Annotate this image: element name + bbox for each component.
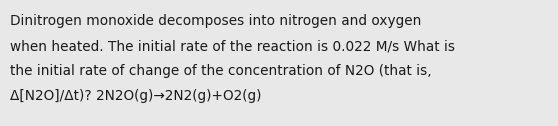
Text: when heated. The initial rate of the reaction is 0.022 M/s What is: when heated. The initial rate of the rea… bbox=[10, 39, 455, 53]
Text: Dinitrogen monoxide decomposes into nitrogen and oxygen: Dinitrogen monoxide decomposes into nitr… bbox=[10, 14, 421, 28]
Text: Δ[N2O]/Δt)? 2N2O(g)→2N2(g)+O2(g): Δ[N2O]/Δt)? 2N2O(g)→2N2(g)+O2(g) bbox=[10, 89, 262, 103]
Text: the initial rate of change of the concentration of N2O (that is,: the initial rate of change of the concen… bbox=[10, 64, 432, 78]
